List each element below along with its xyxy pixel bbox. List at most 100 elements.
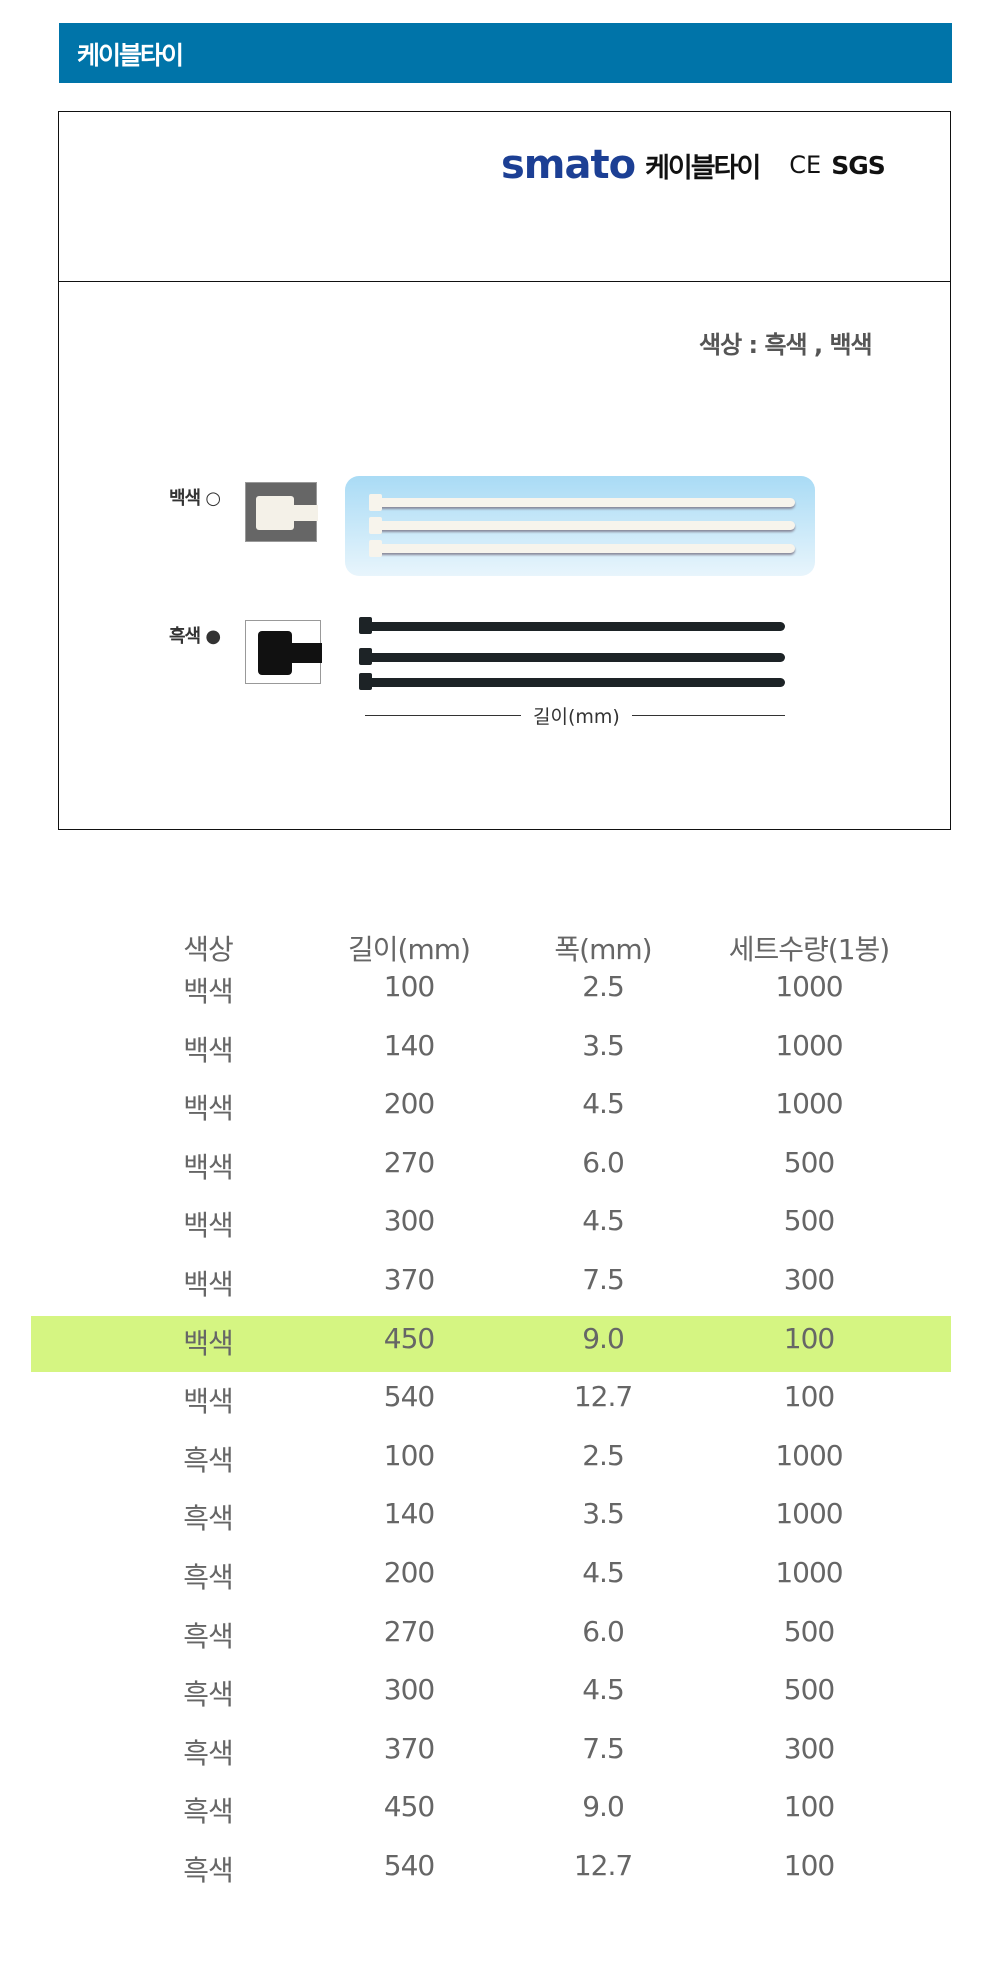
table-cell: 4.5: [582, 1204, 625, 1238]
table-row: 백색 100 2.5 1000: [0, 970, 1000, 1026]
table-cell: 1000: [775, 1497, 843, 1531]
table-cell: 540: [383, 1380, 435, 1414]
table-header-row: 색상 길이(mm) 폭(mm) 세트수량(1봉): [0, 928, 1000, 984]
table-cell: 7.5: [582, 1263, 625, 1296]
table-cell: 140: [383, 1028, 435, 1062]
highlight-row: [31, 1315, 951, 1372]
table-row: 흑색 270 6.0 500: [0, 1615, 1000, 1671]
black-label: 흑색 ●: [169, 626, 221, 647]
sgs-mark: SGS: [831, 150, 886, 180]
table-cell: 흑색: [183, 1795, 234, 1829]
black-tie-closeup: [245, 620, 322, 684]
ce-mark: CE: [789, 151, 822, 179]
table-cell: 흑색: [183, 1854, 234, 1887]
table-cell: 2.5: [582, 970, 625, 1003]
table-cell: 500: [783, 1145, 835, 1179]
table-cell: 1000: [775, 970, 843, 1003]
table-cell: 2.5: [582, 1438, 625, 1472]
table-cell: 1000: [775, 1556, 843, 1589]
table-cell: 1000: [775, 1438, 843, 1472]
white-tie-closeup: [245, 482, 318, 542]
table-cell: 500: [783, 1204, 835, 1238]
table-cell: 12.7: [573, 1849, 633, 1882]
table-cell: 100: [783, 1380, 835, 1414]
table-cell: 300: [383, 1204, 435, 1238]
table-row: 백색 200 4.5 1000: [0, 1087, 1000, 1143]
table-cell: 1000: [775, 1028, 843, 1062]
table-cell: 300: [783, 1263, 835, 1296]
table-cell: 100: [783, 1790, 835, 1824]
table-cell: 540: [383, 1849, 435, 1882]
table-cell: 6.0: [582, 1614, 625, 1648]
table-row: 백색 270 6.0 500: [0, 1146, 1000, 1202]
table-cell: 9.0: [582, 1790, 625, 1824]
table-cell: 200: [383, 1556, 435, 1589]
brand-name: smato: [501, 142, 636, 188]
table-cell: 4.5: [582, 1673, 625, 1707]
table-cell: 흑색: [183, 1736, 234, 1770]
table-cell: 270: [383, 1145, 435, 1179]
table-row: 백색 540 12.7 100: [0, 1380, 1000, 1436]
table-row: 흑색 370 7.5 300: [0, 1732, 1000, 1788]
table-row: 흑색 140 3.5 1000: [0, 1497, 1000, 1553]
table-cell: 100: [783, 1849, 835, 1882]
table-cell: 12.7: [573, 1380, 633, 1414]
table-cell: 백색: [183, 1092, 234, 1126]
table-cell: 500: [783, 1673, 835, 1707]
table-cell: 세트수량(1봉): [728, 933, 890, 966]
table-cell: 300: [383, 1673, 435, 1707]
brand-banner: smato 케이블타이 CE SGS: [58, 111, 951, 282]
table-row: 백색 140 3.5 1000: [0, 1029, 1000, 1085]
table-row: 백색 300 4.5 500: [0, 1204, 1000, 1260]
table-row: 흑색 540 12.7 100: [0, 1849, 1000, 1905]
table-cell: 3.5: [582, 1028, 625, 1062]
table-row: 흑색 450 9.0 100: [0, 1790, 1000, 1846]
table-cell: 백색: [183, 1326, 234, 1360]
table-cell: 270: [383, 1614, 435, 1648]
product-image-box: 색상 : 흑색 , 백색 백색 ○ 흑색 ● 길이(mm): [58, 281, 951, 830]
section-title: 케이블타이: [77, 41, 184, 70]
table-cell: 흑색: [183, 1443, 234, 1477]
table-cell: 흑색: [183, 1561, 234, 1594]
table-cell: 450: [383, 1321, 435, 1355]
table-row: 백색 370 7.5 300: [0, 1263, 1000, 1319]
colors-text: 색상 : 흑색 , 백색: [699, 331, 873, 359]
table-cell: 백색: [183, 975, 234, 1008]
table-row: 백색 450 9.0 100: [0, 1322, 1000, 1378]
table-cell: 370: [383, 1731, 435, 1765]
table-cell: 길이(mm): [348, 933, 471, 966]
table-cell: 7.5: [582, 1731, 625, 1765]
table-cell: 450: [383, 1790, 435, 1824]
white-label: 백색 ○: [169, 488, 221, 509]
table-cell: 100: [383, 970, 435, 1003]
table-cell: 3.5: [582, 1497, 625, 1531]
table-row: 흑색 300 4.5 500: [0, 1673, 1000, 1729]
table-row: 흑색 200 4.5 1000: [0, 1556, 1000, 1612]
white-ties-image: [345, 476, 815, 576]
table-cell: 300: [783, 1731, 835, 1765]
table-cell: 흑색: [183, 1678, 234, 1712]
table-cell: 폭(mm): [554, 933, 652, 966]
table-cell: 백색: [183, 1385, 234, 1419]
brand-logo: smato 케이블타이 CE SGS: [501, 142, 886, 188]
table-cell: 흑색: [183, 1619, 234, 1653]
table-cell: 백색: [183, 1033, 234, 1067]
table-cell: 흑색: [183, 1502, 234, 1536]
table-cell: 백색: [183, 1268, 234, 1301]
table-cell: 9.0: [582, 1321, 625, 1355]
product-name: 케이블타이: [645, 152, 761, 184]
length-label: 길이(mm): [521, 702, 632, 729]
table-cell: 100: [783, 1321, 835, 1355]
table-cell: 백색: [183, 1209, 234, 1243]
table-cell: 100: [383, 1438, 435, 1472]
table-cell: 색상: [183, 933, 234, 966]
section-header: 케이블타이: [59, 23, 952, 83]
table-cell: 200: [383, 1087, 435, 1121]
table-cell: 4.5: [582, 1087, 625, 1121]
table-row: 흑색 100 2.5 1000: [0, 1439, 1000, 1495]
table-cell: 500: [783, 1614, 835, 1648]
table-cell: 백색: [183, 1150, 234, 1184]
table-cell: 4.5: [582, 1556, 625, 1589]
table-cell: 140: [383, 1497, 435, 1531]
table-cell: 370: [383, 1263, 435, 1296]
